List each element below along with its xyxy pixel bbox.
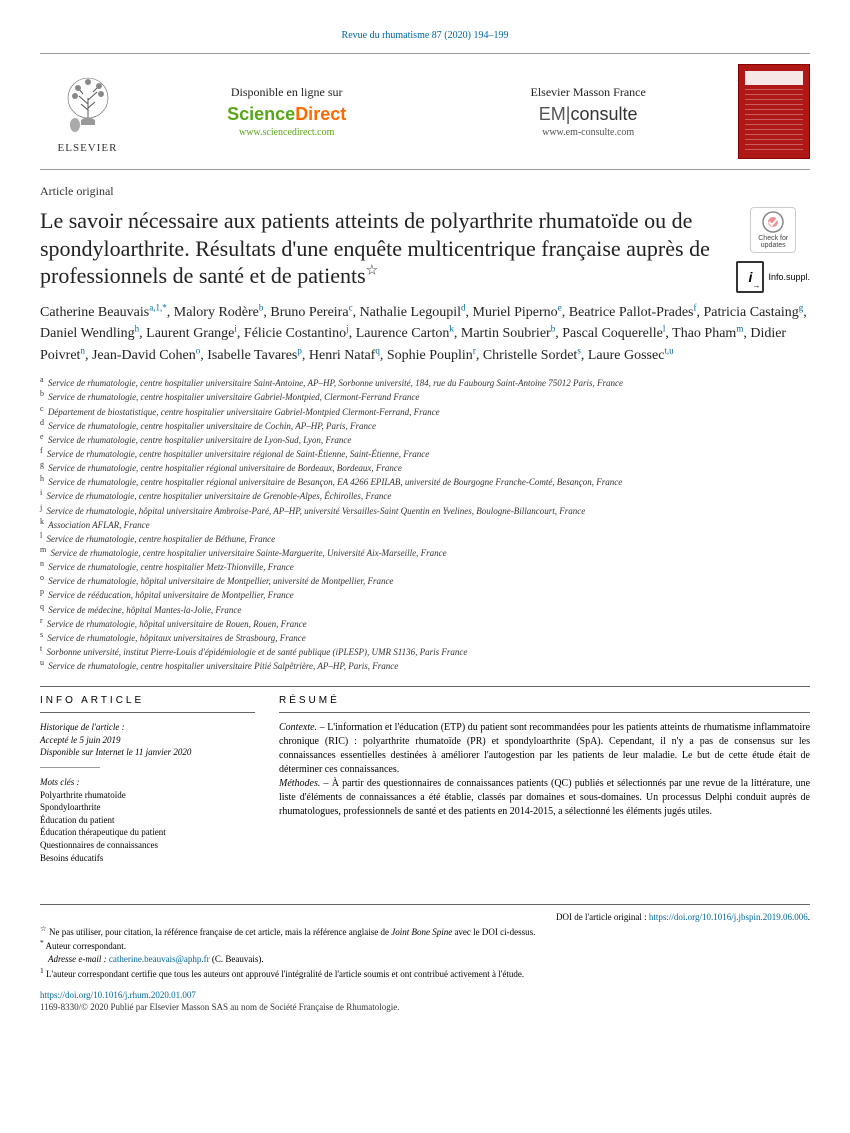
keyword: Spondyloarthrite: [40, 801, 255, 814]
sd-url: www.sciencedirect.com: [227, 127, 346, 138]
article-title: Le savoir nécessaire aux patients attein…: [40, 207, 720, 290]
keyword: Besoins éducatifs: [40, 852, 255, 865]
author: , Beatrice Pallot-Pradesf: [562, 305, 697, 320]
footnotes: DOI de l'article original : https://doi.…: [40, 904, 810, 980]
elsevier-tree-icon: [53, 70, 123, 140]
affiliation: r Service de rhumatologie, hôpital unive…: [40, 616, 810, 630]
author: , Laurent Grangei: [139, 326, 237, 341]
author: , Pascal Coquerellel: [555, 326, 665, 341]
emconsulte-block[interactable]: Elsevier Masson France EM|consulte www.e…: [531, 85, 646, 138]
author: , Sophie Pouplinr: [380, 348, 476, 363]
affiliation: t Sorbonne université, institut Pierre-L…: [40, 644, 810, 658]
affiliation: g Service de rhumatologie, centre hospit…: [40, 460, 810, 474]
author: , Henri Natafq: [302, 348, 380, 363]
abstract: Contexte. – L'information et l'éducation…: [279, 721, 810, 819]
author: , Félicie Costantinoj: [237, 326, 349, 341]
doi-link[interactable]: https://doi.org/10.1016/j.rhum.2020.01.0…: [40, 990, 196, 1000]
affiliation: p Service de rééducation, hôpital univer…: [40, 587, 810, 601]
author: , Laure Gossect,u: [581, 348, 674, 363]
doi: https://doi.org/10.1016/j.rhum.2020.01.0…: [40, 990, 810, 1000]
author: , Nathalie Legoupild: [353, 305, 466, 320]
author: , Muriel Pipernoe: [466, 305, 562, 320]
affiliation: b Service de rhumatologie, centre hospit…: [40, 389, 810, 403]
crossmark-icon: [762, 211, 784, 233]
email-link[interactable]: catherine.beauvais@aphp.fr: [109, 954, 210, 964]
author: Catherine Beauvaisa,1,*: [40, 305, 167, 320]
info-suppl-badge[interactable]: Info.suppl.: [736, 261, 810, 293]
author: , Christelle Sordets: [476, 348, 581, 363]
affiliation: d Service de rhumatologie, centre hospit…: [40, 418, 810, 432]
resume-header: RÉSUMÉ: [279, 687, 810, 713]
author: , Bruno Pereirac: [263, 305, 352, 320]
keyword: Polyarthrite rhumatoïde: [40, 789, 255, 802]
affiliation: c Département de biostatistique, centre …: [40, 404, 810, 418]
affiliation: n Service de rhumatologie, centre hospit…: [40, 559, 810, 573]
affiliation: m Service de rhumatologie, centre hospit…: [40, 545, 810, 559]
affiliation: e Service de rhumatologie, centre hospit…: [40, 432, 810, 446]
branding-bar: ELSEVIER Disponible en ligne sur Science…: [40, 53, 810, 170]
emconsulte-logo: EM|consulte: [531, 104, 646, 125]
author: , Patricia Castaingg: [696, 305, 803, 320]
affiliation: s Service de rhumatologie, hôpitaux univ…: [40, 630, 810, 644]
author: , Isabelle Tavaresp: [200, 348, 302, 363]
citation-link[interactable]: Revue du rhumatisme 87 (2020) 194–199: [342, 30, 509, 41]
author-list: Catherine Beauvaisa,1,*, Malory Rodèreb,…: [40, 302, 810, 366]
affiliation: a Service de rhumatologie, centre hospit…: [40, 375, 810, 389]
affiliation: u Service de rhumatologie, centre hospit…: [40, 658, 810, 672]
sciencedirect-logo: ScienceDirect: [227, 104, 346, 125]
elsevier-label: ELSEVIER: [58, 142, 118, 154]
article-type: Article original: [40, 184, 810, 199]
affiliation: l Service de rhumatologie, centre hospit…: [40, 531, 810, 545]
author: , Jean-David Coheno: [85, 348, 200, 363]
em-title: Elsevier Masson France: [531, 85, 646, 100]
author: , Martin Soubrierb: [454, 326, 555, 341]
affiliation: q Service de médecine, hôpital Mantes-la…: [40, 602, 810, 616]
keyword: Éducation thérapeutique du patient: [40, 826, 255, 839]
journal-cover-thumbnail[interactable]: [738, 64, 810, 159]
keyword: Éducation du patient: [40, 814, 255, 827]
elsevier-logo[interactable]: ELSEVIER: [40, 70, 135, 154]
affiliation: h Service de rhumatologie, centre hospit…: [40, 474, 810, 488]
affiliation: o Service de rhumatologie, hôpital unive…: [40, 573, 810, 587]
info-suppl-icon: [736, 261, 764, 293]
affiliation: j Service de rhumatologie, hôpital unive…: [40, 503, 810, 517]
affiliation: i Service de rhumatologie, centre hospit…: [40, 488, 810, 502]
original-doi-link[interactable]: https://doi.org/10.1016/j.jbspin.2019.06…: [649, 912, 808, 922]
affiliation-list: a Service de rhumatologie, centre hospit…: [40, 375, 810, 672]
author: , Malory Rodèreb: [167, 305, 264, 320]
affiliation: f Service de rhumatologie, centre hospit…: [40, 446, 810, 460]
author: , Thao Phamm: [665, 326, 743, 341]
affiliation: k Association AFLAR, France: [40, 517, 810, 531]
article-info: Historique de l'article : Accepté le 5 j…: [40, 721, 255, 864]
copyright: 1169-8330/© 2020 Publié par Elsevier Mas…: [40, 1002, 810, 1012]
keyword: Questionnaires de connaissances: [40, 839, 255, 852]
crossmark-badge[interactable]: Check for updates: [750, 207, 796, 253]
journal-citation: Revue du rhumatisme 87 (2020) 194–199: [40, 30, 810, 41]
info-article-header: INFO ARTICLE: [40, 687, 255, 713]
sciencedirect-block[interactable]: Disponible en ligne sur ScienceDirect ww…: [227, 85, 346, 138]
sd-avail: Disponible en ligne sur: [227, 85, 346, 100]
author: , Laurence Cartonk: [349, 326, 454, 341]
em-url: www.em-consulte.com: [531, 127, 646, 138]
